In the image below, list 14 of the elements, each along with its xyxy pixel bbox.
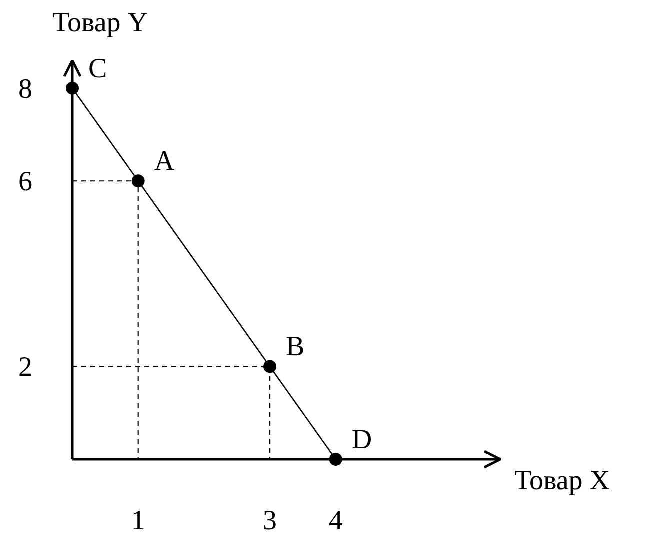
x-tick-label: 1 <box>131 506 146 536</box>
annotation: B <box>286 332 305 363</box>
annotation: A <box>154 146 176 178</box>
y-tick-label: 6 <box>18 166 32 198</box>
y-tick-label: 8 <box>18 74 32 105</box>
y-axis-title: Товар Y <box>52 8 148 38</box>
x-tick-label: 4 <box>328 506 343 536</box>
annotation: D <box>352 424 372 456</box>
annotation: C <box>88 53 108 84</box>
x-tick-label: 3 <box>263 506 278 536</box>
x-axis-title: Товар X <box>514 466 610 496</box>
point <box>132 174 145 188</box>
y-tick-label: 2 <box>18 352 32 384</box>
point <box>264 360 277 374</box>
